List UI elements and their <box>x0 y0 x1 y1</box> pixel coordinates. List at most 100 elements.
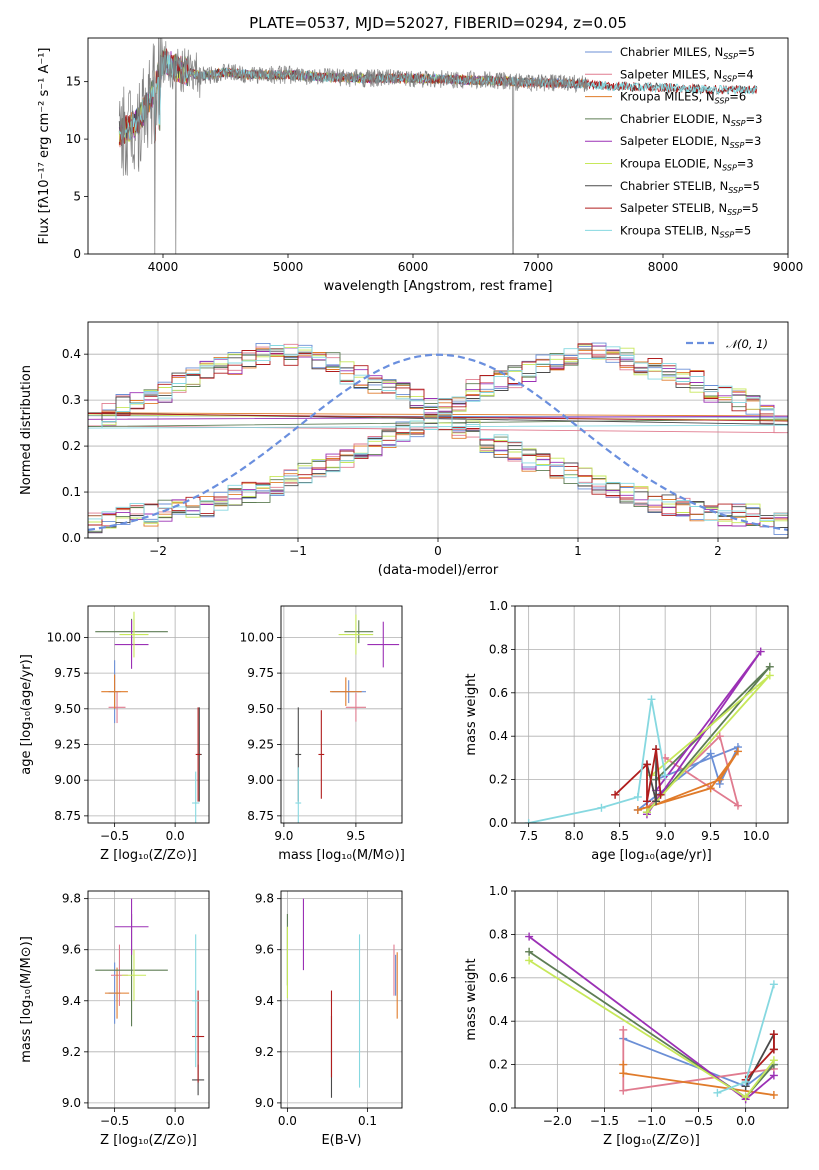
y-axis-label: Flux [fλ10⁻¹⁷ erg cm⁻² s⁻¹ A⁻¹] <box>37 48 52 245</box>
legend-entry: Chabrier MILES, NSSP=5 <box>620 45 755 61</box>
x-tick-label: 10.0 <box>743 829 770 843</box>
plot-area <box>524 647 774 823</box>
x-tick-label: −0.5 <box>684 1114 713 1128</box>
x-tick-label: 9.0 <box>274 829 293 843</box>
legend-entry: Kroupa ELODIE, NSSP=3 <box>620 157 754 173</box>
y-tick-label: 9.6 <box>62 943 81 957</box>
x-tick-label: 6000 <box>398 260 429 274</box>
panel-mass-vs-Z: −0.5 0.0 9.0 9.2 9.4 9.6 9.8 Z [log₁₀(Z/Z⊙)] mas… <box>19 890 210 1148</box>
x-tick-label: −2.0 <box>543 1114 572 1128</box>
panel-age-vs-Z: −0.5 0.0 8.75 9.00 9.25 9.50 9.75 10.00 Z [log₁₀… <box>19 605 210 863</box>
x-axis-label: (data-model)/error <box>378 563 499 578</box>
legend-entry: Kroupa MILES, NSSP=6 <box>620 90 746 106</box>
y-tick-label: 9.4 <box>255 994 274 1008</box>
y-tick-label: 9.4 <box>62 994 81 1008</box>
normal-curve <box>88 353 788 531</box>
x-axis-label: age [log₁₀(age/yr)] <box>591 848 712 863</box>
y-tick-label: 0.2 <box>489 1058 508 1072</box>
y-tick-label: 0.1 <box>62 485 81 499</box>
plot-area <box>88 342 788 535</box>
x-tick-label: −0.5 <box>100 1114 129 1128</box>
x-axis-label: Z [log₁₀(Z/Z⊙)] <box>603 1133 700 1148</box>
plot-area <box>118 38 758 254</box>
panel-mass-vs-EBV: 0.0 0.1 9.0 9.2 9.4 9.6 9.8 E(B-V) <box>255 890 403 1148</box>
panel-weight-vs-age: 7.5 8.0 8.5 9.0 9.5 10.0 0.0 0.2 0.4 0.6 0.8 1.0 age… <box>464 599 789 863</box>
y-tick-label: 9.0 <box>62 1096 81 1110</box>
legend-entry: 𝒩(0, 1) <box>726 337 768 351</box>
x-tick-label: 9000 <box>773 260 804 274</box>
histogram-line <box>88 345 788 522</box>
legend-entry: Salpeter MILES, NSSP=4 <box>620 67 754 83</box>
plot-area <box>525 932 778 1104</box>
x-axis-label: Z [log₁₀(Z/Z⊙)] <box>100 1133 197 1148</box>
x-tick-label: 0.0 <box>278 1114 297 1128</box>
y-axis-label: mass weight <box>464 673 479 755</box>
y-tick-label: 10.00 <box>47 630 81 644</box>
legend-entry: Chabrier STELIB, NSSP=5 <box>620 179 760 195</box>
y-tick-label: 0.0 <box>489 1101 508 1115</box>
x-axis-label: Z [log₁₀(Z/Z⊙)] <box>100 848 197 863</box>
y-tick-label: 0 <box>73 247 81 261</box>
y-tick-label: 10 <box>66 132 81 146</box>
panel-weight-vs-Z: −2.0 −1.5 −1.0 −0.5 0.0 0.0 0.2 0.4 0.6 0.8 1.0 Z [… <box>464 884 789 1148</box>
panel-spectrum: 4000 5000 6000 7000 8000 9000 0 5 10 15 wavelength… <box>37 37 804 294</box>
x-tick-label: 8.5 <box>610 829 629 843</box>
axes-frame <box>280 605 403 824</box>
y-tick-label: 9.50 <box>54 702 81 716</box>
legend: 𝒩(0, 1) <box>686 337 768 351</box>
plot-area <box>295 614 400 823</box>
x-tick-label: 4000 <box>148 260 179 274</box>
x-tick-label: 0.0 <box>736 1114 755 1128</box>
y-axis-label: mass [log₁₀(M/M⊙)] <box>19 936 34 1063</box>
panel-age-vs-mass: 9.0 9.5 8.75 9.00 9.25 9.50 9.75 10.00 mass [log… <box>240 605 405 863</box>
x-tick-label: 7.5 <box>519 829 538 843</box>
plot-area <box>286 898 398 1098</box>
x-tick-label: 9.5 <box>701 829 720 843</box>
y-tick-label: 0.4 <box>489 1014 508 1028</box>
legend: Chabrier MILES, NSSP=5 Salpeter MILES, NS… <box>585 45 762 239</box>
y-tick-label: 9.75 <box>54 666 81 680</box>
axes-frame <box>87 37 789 255</box>
legend-entry: Chabrier ELODIE, NSSP=3 <box>620 112 762 128</box>
y-tick-label: 9.2 <box>62 1045 81 1059</box>
y-tick-label: 9.8 <box>255 892 274 906</box>
y-tick-label: 0.2 <box>62 439 81 453</box>
axes-frame <box>514 890 789 1109</box>
y-tick-label: 9.50 <box>247 702 274 716</box>
x-tick-label: 1 <box>574 544 582 558</box>
y-axis-label: mass weight <box>464 958 479 1040</box>
x-tick-label: 9.0 <box>656 829 675 843</box>
y-tick-label: 15 <box>66 75 81 89</box>
x-tick-label: 0.0 <box>166 829 185 843</box>
axes-frame <box>87 321 789 539</box>
x-axis-label: E(B-V) <box>321 1133 361 1148</box>
x-tick-label: 8000 <box>648 260 679 274</box>
axes-frame <box>87 605 210 824</box>
y-tick-label: 10.00 <box>240 630 274 644</box>
x-tick-label: 0.0 <box>166 1114 185 1128</box>
x-tick-label: −1.5 <box>590 1114 619 1128</box>
y-tick-label: 0.4 <box>489 729 508 743</box>
axes-frame <box>280 890 403 1109</box>
x-tick-label: 2 <box>714 544 722 558</box>
y-tick-label: 9.0 <box>255 1096 274 1110</box>
y-tick-label: 0.8 <box>489 927 508 941</box>
legend-entry: Salpeter ELODIE, NSSP=3 <box>620 134 761 150</box>
y-tick-label: 1.0 <box>489 599 508 613</box>
y-tick-label: 9.2 <box>255 1045 274 1059</box>
y-axis-label: age [log₁₀(age/yr)] <box>19 654 34 775</box>
x-tick-label: 9.5 <box>346 829 365 843</box>
y-tick-label: 0.0 <box>489 816 508 830</box>
x-tick-label: −0.5 <box>100 829 129 843</box>
y-tick-label: 0.0 <box>62 531 81 545</box>
x-tick-label: 0.1 <box>358 1114 377 1128</box>
plot-area <box>95 898 205 1096</box>
legend-entry: Kroupa STELIB, NSSP=5 <box>620 223 751 239</box>
figure-title: PLATE=0537, MJD=52027, FIBERID=0294, z=0… <box>249 14 627 32</box>
plot-area <box>95 611 202 823</box>
y-tick-label: 9.75 <box>247 666 274 680</box>
y-tick-label: 9.8 <box>62 892 81 906</box>
x-tick-label: −1.0 <box>637 1114 666 1128</box>
y-axis-label: Normed distribution <box>19 365 34 495</box>
